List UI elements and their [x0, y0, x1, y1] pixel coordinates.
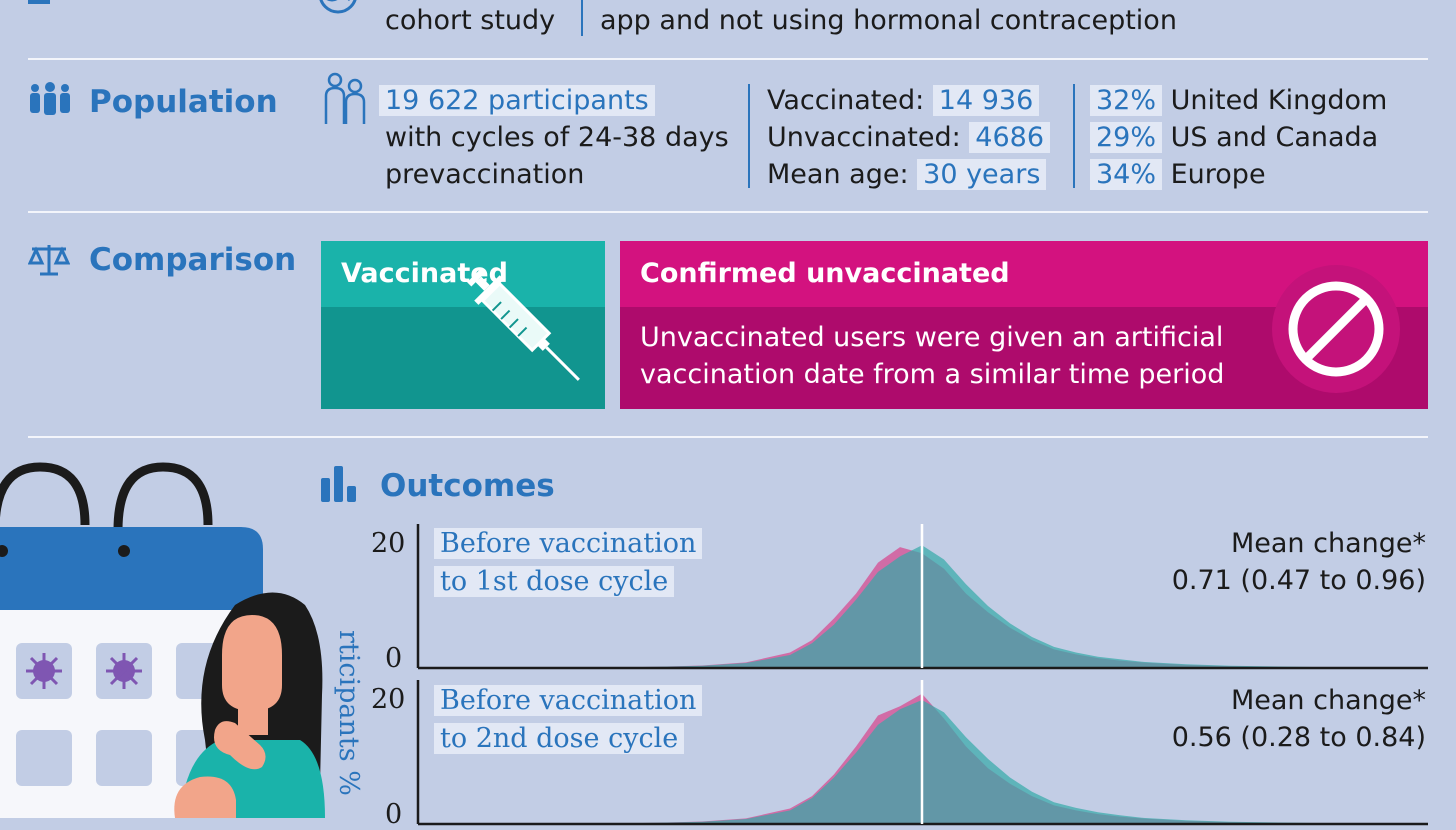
chart1-title: Before vaccination to 1st dose cycle	[434, 525, 703, 601]
chart1-ytick-0: 0	[385, 643, 403, 674]
chart2-ytick-20: 20	[371, 684, 406, 715]
vaccinated-card: Vaccinated	[321, 241, 605, 409]
unvaccinated-desc-1: Unvaccinated users were given an artific…	[640, 322, 1224, 353]
region-item: 34% Europe	[1090, 156, 1387, 193]
bar-chart-icon	[321, 466, 356, 502]
chart2-ytick-0: 0	[385, 799, 403, 830]
separator-3	[28, 436, 1428, 438]
design-text-2: app and not using hormonal contraception	[600, 5, 1177, 36]
chart1-ytick-20: 20	[371, 528, 406, 559]
virus-icon-2	[106, 653, 142, 689]
globe-icon	[319, 0, 357, 14]
study-design-title-fragment	[90, 0, 280, 4]
age-label: Mean age:	[767, 159, 909, 190]
virus-icon	[26, 653, 62, 689]
comparison-title: Comparison	[89, 242, 297, 278]
scales-icon	[28, 245, 70, 276]
chart1-mean-change: Mean change* 0.71 (0.47 to 0.96)	[1171, 528, 1426, 596]
no-entry-icon	[1288, 281, 1384, 377]
syringe-icon	[467, 268, 580, 381]
population-divider-2	[1073, 84, 1075, 188]
unvaccinated-card-title: Confirmed unvaccinated	[640, 258, 1010, 289]
region-list: 32% United Kingdom 29% US and Canada 34%…	[1090, 82, 1387, 193]
chart2-mean-change: Mean change* 0.56 (0.28 to 0.84)	[1171, 685, 1426, 753]
unvaccinated-card: Confirmed unvaccinated Unvaccinated user…	[620, 241, 1428, 409]
chart1-plot	[416, 524, 1428, 670]
separator-2	[28, 211, 1428, 213]
participants-line2: with cycles of 24-38 days	[385, 122, 729, 153]
chart2-title: Before vaccination to 2nd dose cycle	[434, 682, 703, 758]
unvaccinated-label: Unvaccinated:	[767, 122, 961, 153]
y-axis-label: rticipants %	[333, 630, 364, 796]
unvaccinated-desc-2: vaccination date from a similar time per…	[640, 359, 1225, 390]
participants-icon	[324, 72, 366, 124]
design-divider	[581, 0, 583, 36]
participants-count: 19 622 participants	[379, 85, 655, 116]
study-design-icon	[28, 0, 50, 4]
vaccinated-label: Vaccinated:	[767, 85, 925, 116]
participants-block: 19 622 participants with cycles of 24-38…	[379, 82, 729, 193]
outcomes-title: Outcomes	[380, 468, 555, 504]
calendar-woman-illustration	[0, 462, 325, 818]
separator-1	[28, 58, 1428, 60]
vaccinated-value: 14 936	[932, 85, 1040, 116]
population-title: Population	[89, 84, 278, 120]
population-divider-1	[748, 84, 750, 188]
region-item: 32% United Kingdom	[1090, 82, 1387, 119]
unvaccinated-value: 4686	[969, 122, 1050, 153]
design-text-1: cohort study	[385, 5, 556, 36]
people-icon	[30, 82, 70, 115]
age-value: 30 years	[917, 159, 1047, 190]
participants-line3: prevaccination	[385, 159, 585, 190]
region-item: 29% US and Canada	[1090, 119, 1387, 156]
vaccination-counts: Vaccinated: 14 936 Unvaccinated: 4686 Me…	[767, 82, 1050, 193]
